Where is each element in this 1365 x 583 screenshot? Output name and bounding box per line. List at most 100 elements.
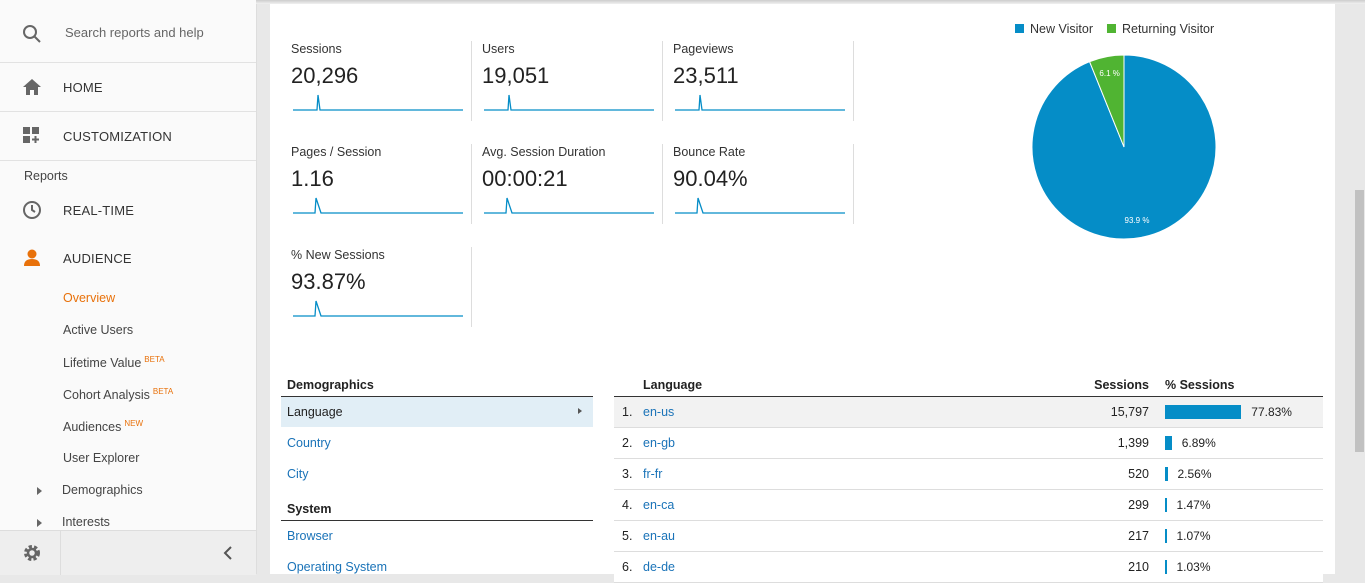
- language-link[interactable]: en-au: [643, 529, 675, 543]
- percent-label: 1.03%: [1176, 560, 1211, 574]
- nav-home[interactable]: HOME: [63, 80, 103, 95]
- dimension-link[interactable]: City: [287, 467, 309, 481]
- nav-subitem[interactable]: Interests: [62, 516, 110, 529]
- divider: [0, 62, 256, 63]
- metric-value: 19,051: [482, 63, 550, 88]
- sparkline: [293, 300, 463, 317]
- nav-subitem[interactable]: Audiences NEW: [63, 420, 143, 434]
- nav-subitem[interactable]: Lifetime Value BETA: [63, 356, 165, 370]
- percent-bar: [1165, 529, 1167, 543]
- dimension-link[interactable]: Browser: [287, 529, 333, 543]
- sessions: 520: [1128, 467, 1149, 481]
- expand-arrow: [37, 519, 42, 527]
- divider: [281, 396, 593, 397]
- table-row: [614, 428, 1323, 459]
- divider: [60, 531, 61, 575]
- metric-divider: [471, 144, 472, 224]
- customization-icon: [23, 127, 39, 143]
- row-rank: 5.: [622, 529, 633, 543]
- table-row: [614, 552, 1323, 583]
- legend-label: New Visitor: [1030, 22, 1093, 36]
- collapse-button[interactable]: [222, 546, 234, 560]
- pie-slice: [1088, 54, 1125, 148]
- row-rank: 1.: [622, 405, 633, 419]
- sessions: 1,399: [1117, 436, 1149, 450]
- settings-button[interactable]: [22, 543, 42, 563]
- metric-label: Pageviews: [673, 42, 734, 56]
- search-box[interactable]: Search reports and help: [65, 25, 204, 40]
- legend-label: Returning Visitor: [1122, 22, 1214, 36]
- divider: [614, 396, 1323, 397]
- sessions: 210: [1128, 560, 1149, 574]
- metric-divider: [471, 41, 472, 121]
- slice-label: 93.9 %: [1125, 216, 1150, 225]
- sessions: 217: [1128, 529, 1149, 543]
- row-rank: 2.: [622, 436, 633, 450]
- label: Interests: [62, 515, 110, 529]
- label: Lifetime Value: [63, 356, 142, 371]
- section-heading: Demographics: [287, 378, 374, 392]
- sparkline: [675, 197, 845, 214]
- dimension-link[interactable]: Operating System: [287, 560, 388, 574]
- nav-subitem[interactable]: Active Users: [63, 324, 133, 337]
- sidebar-footer: [0, 530, 256, 575]
- row-rank: 4.: [622, 498, 633, 512]
- language-link[interactable]: en-us: [643, 405, 675, 419]
- label: Audiences: [63, 420, 122, 435]
- language-link[interactable]: en-ca: [643, 498, 675, 512]
- nav-subitem[interactable]: Cohort Analysis BETA: [63, 388, 173, 402]
- row-rank: 6.: [622, 560, 633, 574]
- sparkline: [293, 94, 463, 111]
- dimension-link[interactable]: Language: [287, 405, 343, 419]
- column-header: Sessions: [1094, 378, 1149, 392]
- home-icon: [23, 79, 41, 95]
- metric-value: 20,296: [291, 63, 359, 88]
- scrollbar[interactable]: [1355, 190, 1364, 452]
- nav-customization[interactable]: CUSTOMIZATION: [63, 129, 173, 144]
- percent-bar: [1165, 560, 1167, 574]
- percent-label: 2.56%: [1177, 467, 1212, 481]
- slice-label: 6.1 %: [1099, 69, 1119, 78]
- nav-subitem[interactable]: Overview: [63, 292, 115, 305]
- metric-divider: [662, 144, 663, 224]
- metric-value: 1.16: [291, 166, 334, 191]
- label: Overview: [63, 291, 116, 305]
- metric-label: Avg. Session Duration: [482, 145, 606, 159]
- table-row: [614, 490, 1323, 521]
- divider: [0, 160, 256, 161]
- badge: BETA: [152, 387, 174, 396]
- expand-arrow: [37, 487, 42, 495]
- metric-divider: [853, 144, 854, 224]
- table-row: [614, 459, 1323, 490]
- top-shadow: [256, 0, 1365, 4]
- nav-subitem[interactable]: User Explorer: [63, 452, 139, 465]
- language-link[interactable]: de-de: [643, 560, 675, 574]
- selected-row: [281, 397, 593, 427]
- label: User Explorer: [63, 451, 140, 465]
- nav-audience[interactable]: AUDIENCE: [63, 251, 132, 266]
- nav-realtime[interactable]: REAL-TIME: [63, 203, 135, 218]
- percent-label: 1.07%: [1176, 529, 1211, 543]
- language-link[interactable]: fr-fr: [643, 467, 663, 481]
- realtime-icon: [23, 201, 41, 219]
- section-label: Reports: [24, 169, 68, 183]
- divider: [281, 520, 593, 521]
- language-link[interactable]: en-gb: [643, 436, 675, 450]
- metric-label: % New Sessions: [291, 248, 385, 262]
- pie-chart: New Visitor Returning Visitor 93.9 % 6.1 %: [1015, 22, 1217, 240]
- label: Active Users: [63, 323, 134, 337]
- sidebar: Search reports and help HOME CUSTOMIZATI…: [0, 0, 257, 575]
- badge: BETA: [144, 355, 165, 364]
- section-heading: System: [287, 502, 332, 516]
- metric-value: 23,511: [673, 63, 739, 88]
- badge: NEW: [124, 419, 144, 428]
- dimension-link[interactable]: Country: [287, 436, 331, 450]
- percent-bar: [1165, 467, 1168, 481]
- column-header: Language: [643, 378, 703, 392]
- metric-label: Users: [482, 42, 515, 56]
- metric-value: 90.04%: [673, 166, 748, 191]
- metric-value: 00:00:21: [482, 166, 568, 191]
- divider: [0, 111, 256, 112]
- nav-subitem[interactable]: Demographics: [62, 484, 143, 497]
